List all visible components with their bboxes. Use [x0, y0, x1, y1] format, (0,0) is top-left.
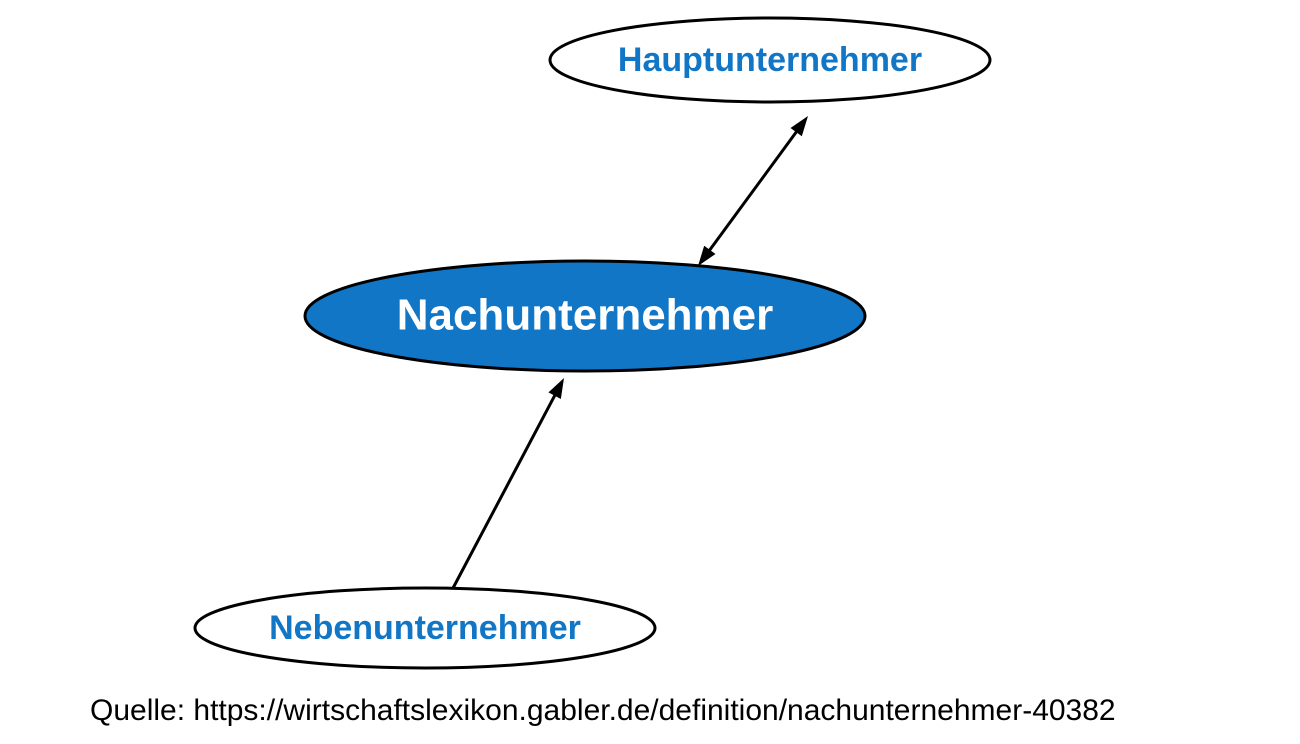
source-citation: Quelle: https://wirtschaftslexikon.gable…: [90, 694, 1116, 727]
node-label-nebenunternehmer: Nebenunternehmer: [269, 609, 581, 647]
node-label-hauptunternehmer: Hauptunternehmer: [618, 41, 922, 79]
node-nachunternehmer: Nachunternehmer: [305, 261, 865, 371]
arrowhead: [791, 116, 808, 136]
edge-line: [452, 389, 558, 590]
node-nebenunternehmer: Nebenunternehmer: [195, 588, 655, 668]
diagram-canvas: Hauptunternehmer Nachunternehmer Nebenunte…: [0, 0, 1300, 744]
edge-nebenunternehmer-nachunternehmer: [452, 378, 564, 590]
arrowhead: [698, 246, 715, 266]
arrowhead: [548, 378, 564, 399]
edge-nachunternehmer-hauptunternehmer: [698, 116, 808, 266]
node-hauptunternehmer: Hauptunternehmer: [550, 18, 990, 102]
edge-line: [705, 126, 801, 257]
node-label-nachunternehmer: Nachunternehmer: [397, 291, 774, 340]
